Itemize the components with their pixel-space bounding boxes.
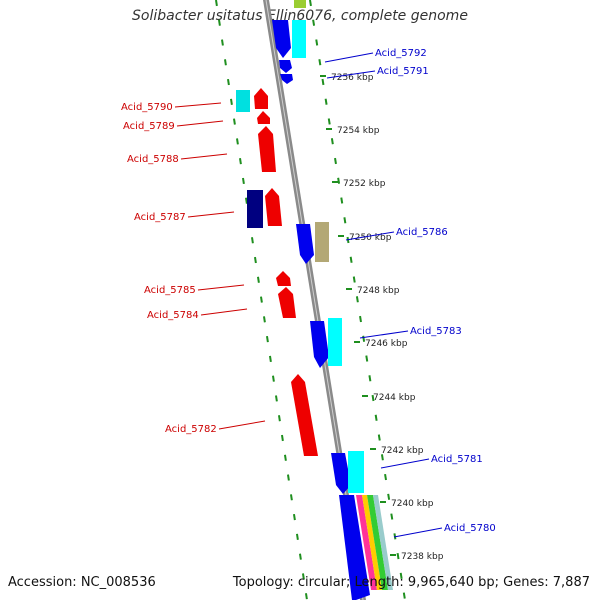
tick-label: 7242 kbp <box>381 446 424 456</box>
gene-feature <box>254 88 268 109</box>
tick-label: 7246 kbp <box>365 339 408 349</box>
gene-feature <box>315 222 329 262</box>
gene-label: Acid_5783 <box>410 326 462 337</box>
gene-label-leader <box>218 420 266 430</box>
gene-label-leader <box>326 70 376 79</box>
inner-dotted-line <box>215 0 308 600</box>
gene-feature <box>331 453 351 494</box>
gene-label-leader <box>180 153 228 160</box>
accession-text: Accession: NC_008536 <box>8 575 156 590</box>
tick-label: 7240 kbp <box>391 499 434 509</box>
gene-label-leader <box>197 284 245 291</box>
gene-label: Acid_5791 <box>377 66 429 77</box>
gene-feature <box>278 287 296 318</box>
gene-feature <box>276 271 291 286</box>
tick-label: 7244 kbp <box>373 393 416 403</box>
gene-feature <box>310 321 329 368</box>
gene-label: Acid_5787 <box>134 212 186 223</box>
gene-label: Acid_5790 <box>121 102 173 113</box>
reverse-gene-features <box>236 88 318 456</box>
gene-feature <box>272 20 291 58</box>
gene-feature <box>236 90 250 112</box>
gene-label-leader <box>380 458 430 469</box>
gene-feature <box>328 318 342 366</box>
tick-label: 7238 kbp <box>401 552 444 562</box>
tick-label: 7248 kbp <box>357 286 400 296</box>
gene-label-leader <box>359 330 409 339</box>
gene-feature <box>280 74 293 84</box>
gene-feature <box>348 451 364 493</box>
gene-label-leader <box>393 527 443 538</box>
gene-feature <box>373 495 393 590</box>
gene-label: Acid_5781 <box>431 454 483 465</box>
gene-label-leader <box>345 231 395 241</box>
tick-layer: 7256 kbp 7254 kbp 7252 kbp 7250 kbp 7248 kbp… <box>320 73 444 562</box>
gene-label-leader <box>200 308 248 316</box>
genome-summary-text: Topology: circular; Length: 9,965,640 bp… <box>232 575 590 590</box>
gene-feature <box>292 20 306 58</box>
gene-feature <box>265 188 282 226</box>
gene-label: Acid_5792 <box>375 48 427 59</box>
gene-feature <box>362 495 382 590</box>
gene-feature <box>339 495 370 600</box>
tick-label: 7250 kbp <box>349 233 392 243</box>
gene-feature <box>247 190 263 228</box>
gene-feature <box>279 60 292 73</box>
reverse-label-layer: Acid_5790 Acid_5789 Acid_5788 Acid_5787 Acid… <box>121 102 266 435</box>
gene-label: Acid_5785 <box>144 285 196 296</box>
gene-feature <box>356 495 377 590</box>
gene-label-leader <box>324 52 374 63</box>
gene-label: Acid_5784 <box>147 310 199 321</box>
gene-label-leader <box>187 211 235 218</box>
gene-label: Acid_5780 <box>444 523 496 534</box>
gene-label: Acid_5788 <box>127 154 179 165</box>
tick-label: 7254 kbp <box>337 126 380 136</box>
map-title: Solibacter usitatus Ellin6076, complete … <box>132 8 468 24</box>
tick-label: 7256 kbp <box>331 73 374 83</box>
forward-gene-features <box>272 20 393 600</box>
forward-label-layer: Acid_5792 Acid_5791 Acid_5786 Acid_5783 Acid… <box>324 48 496 538</box>
gene-feature <box>258 126 276 172</box>
gene-label: Acid_5782 <box>165 424 217 435</box>
gene-label-leader <box>174 102 222 108</box>
gene-top-olive <box>294 0 306 8</box>
gene-label: Acid_5786 <box>396 227 448 238</box>
gene-label: Acid_5789 <box>123 121 175 132</box>
gene-feature <box>291 374 318 456</box>
gene-label-leader <box>176 120 224 127</box>
tick-label: 7252 kbp <box>343 179 386 189</box>
gene-feature <box>296 224 314 264</box>
gene-feature <box>257 111 270 124</box>
outer-dotted-line <box>309 0 406 600</box>
gene-feature <box>367 495 388 590</box>
